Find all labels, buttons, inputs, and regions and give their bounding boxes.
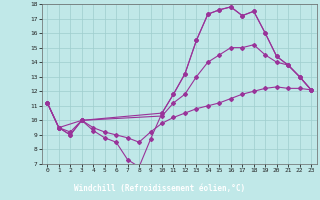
- Text: Windchill (Refroidissement éolien,°C): Windchill (Refroidissement éolien,°C): [75, 184, 245, 193]
